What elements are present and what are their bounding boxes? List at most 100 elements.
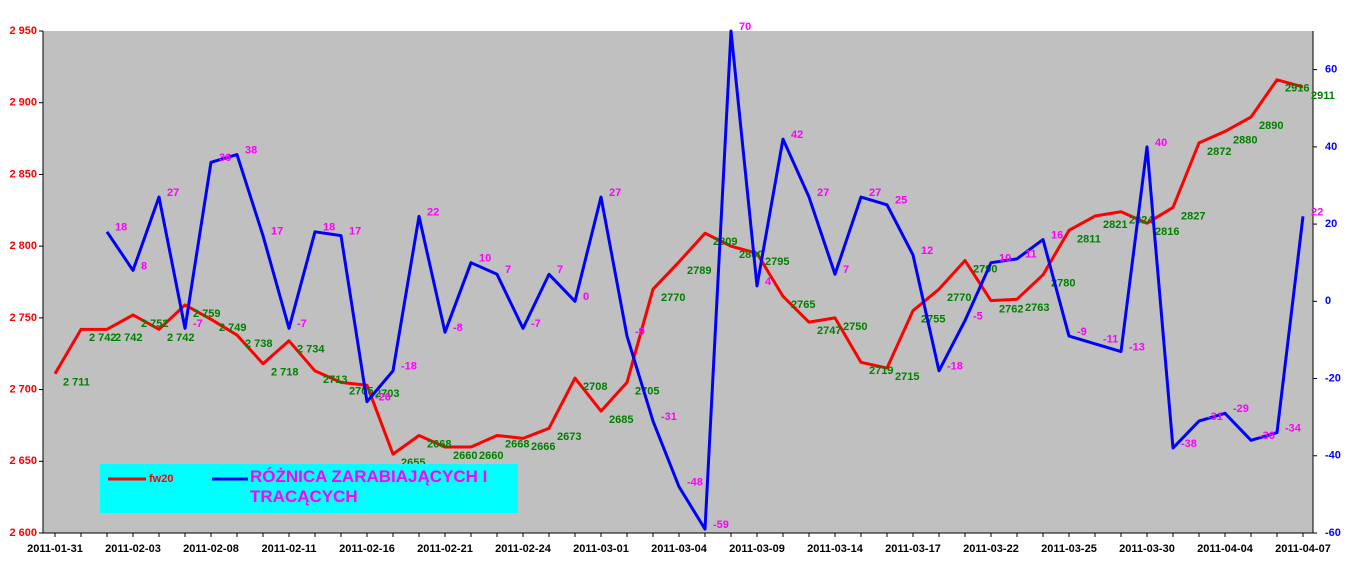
- y-tick-label: 2 900: [9, 97, 37, 109]
- data-label: 2 759: [193, 308, 221, 320]
- data-label: 2668: [505, 438, 529, 450]
- data-label: 17: [349, 226, 361, 238]
- data-label: 2660: [479, 450, 503, 462]
- x-tick-label: 2011-03-25: [1041, 543, 1097, 555]
- data-label: 2 738: [245, 338, 273, 350]
- data-label: -31: [1207, 411, 1223, 423]
- data-label: 27: [609, 187, 621, 199]
- plot-area: [43, 31, 1313, 533]
- data-label: 2705: [349, 385, 373, 397]
- data-label: 2750: [843, 321, 867, 333]
- data-label: 27: [167, 187, 179, 199]
- y2-tick-label: -40: [1325, 450, 1341, 462]
- y-tick-label: 2 650: [9, 455, 37, 467]
- data-label: 2 734: [297, 344, 325, 356]
- x-tick-label: 2011-03-14: [807, 543, 864, 555]
- data-label: 2 718: [271, 367, 299, 379]
- data-label: -5: [973, 311, 983, 323]
- y2-tick-label: -20: [1325, 372, 1341, 384]
- data-label: 25: [895, 195, 907, 207]
- data-label: -9: [635, 326, 645, 338]
- data-label: -8: [453, 322, 463, 334]
- data-label: 2668: [427, 438, 451, 450]
- data-label: 2880: [1233, 134, 1257, 146]
- data-label: 10: [479, 253, 491, 265]
- data-label: 36: [219, 152, 231, 164]
- x-tick-label: 2011-03-01: [573, 543, 629, 555]
- x-tick-label: 2011-04-04: [1197, 543, 1254, 555]
- x-tick-label: 2011-03-04: [651, 543, 708, 555]
- y2-tick-label: 0: [1325, 295, 1331, 307]
- x-tick-label: 2011-02-24: [495, 543, 552, 555]
- legend-label: fw20: [149, 473, 173, 485]
- data-label: 2824: [1129, 215, 1154, 227]
- data-label: -18: [401, 361, 417, 373]
- legend-label: RÓŻNICA ZARABIAJĄCYCH I TRACĄCYCH: [250, 467, 488, 506]
- data-label: 2 742: [167, 332, 195, 344]
- data-label: 2821: [1103, 219, 1127, 231]
- data-label: 4: [765, 276, 772, 288]
- x-tick-label: 2011-03-17: [885, 543, 941, 555]
- data-label: 0: [583, 291, 589, 303]
- y2-tick-label: 40: [1325, 141, 1337, 153]
- y-tick-label: 2 950: [9, 25, 37, 37]
- data-label: -9: [1077, 326, 1087, 338]
- data-label: 2827: [1181, 210, 1205, 222]
- data-label: -7: [531, 318, 541, 330]
- y-tick-label: 2 750: [9, 312, 37, 324]
- data-label: 7: [557, 264, 563, 276]
- y2-tick-label: 60: [1325, 64, 1337, 76]
- data-label: 2890: [1259, 120, 1283, 132]
- data-label: 2708: [583, 381, 607, 393]
- y2-tick-label: 20: [1325, 218, 1337, 230]
- data-label: 2666: [531, 441, 555, 453]
- x-tick-label: 2011-03-30: [1119, 543, 1175, 555]
- x-tick-label: 2011-02-08: [183, 543, 239, 555]
- data-label: -36: [1259, 430, 1275, 442]
- series-line: [53, 78, 1304, 456]
- data-label: 17: [271, 226, 283, 238]
- data-label: 2715: [895, 371, 919, 383]
- y-tick-label: 2 800: [9, 240, 37, 252]
- x-tick-label: 2011-02-11: [261, 543, 316, 555]
- data-label: 2685: [609, 414, 633, 426]
- data-label: 2 742: [115, 332, 143, 344]
- data-label: 2800: [739, 249, 763, 261]
- data-label: 22: [1311, 206, 1323, 218]
- x-tick-label: 2011-04-07: [1275, 543, 1331, 555]
- data-label: 38: [245, 144, 257, 156]
- y-tick-label: 2 600: [9, 527, 37, 539]
- data-label: 2 742: [89, 332, 117, 344]
- x-tick-label: 2011-02-16: [339, 543, 395, 555]
- data-label: -34: [1285, 423, 1302, 435]
- data-label: 8: [141, 260, 147, 272]
- data-label: 2765: [791, 299, 815, 311]
- data-label: 2872: [1207, 146, 1231, 158]
- data-label: 42: [791, 129, 803, 141]
- data-label: 2713: [323, 374, 347, 386]
- data-label: 2660: [453, 450, 477, 462]
- y2-tick-label: -60: [1325, 527, 1341, 539]
- data-label: 2770: [661, 292, 685, 304]
- data-label: 27: [817, 187, 829, 199]
- data-label: 18: [115, 222, 127, 234]
- data-label: 2 749: [219, 322, 247, 334]
- y-tick-label: 2 700: [9, 383, 37, 395]
- data-label: 2816: [1155, 226, 1179, 238]
- data-label: 2719: [869, 365, 893, 377]
- y-tick-label: 2 850: [9, 168, 37, 180]
- data-label: -31: [661, 411, 677, 423]
- data-label: 16: [1051, 229, 1063, 241]
- data-label: 2789: [687, 265, 711, 277]
- data-label: -7: [193, 318, 203, 330]
- x-tick-label: 2011-02-21: [417, 543, 473, 555]
- legend: [100, 464, 518, 513]
- data-label: -38: [1181, 438, 1197, 450]
- data-label: -18: [947, 361, 963, 373]
- data-label: -7: [297, 318, 307, 330]
- data-label: 2703: [375, 388, 399, 400]
- data-label: 11: [1025, 249, 1037, 261]
- data-label: 2916: [1285, 83, 1309, 95]
- data-label: 2809: [713, 236, 737, 248]
